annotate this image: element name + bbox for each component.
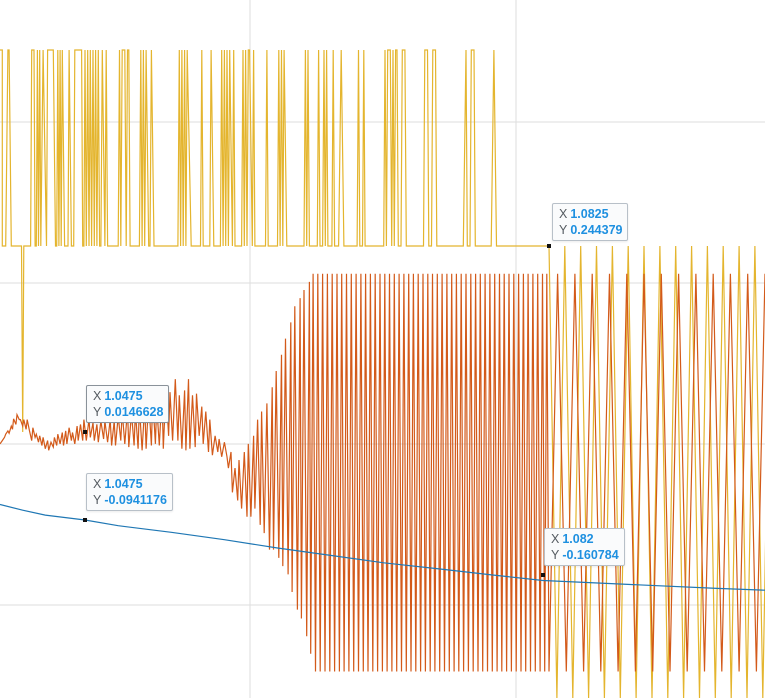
- tooltip-y-value: -0.160784: [562, 548, 619, 562]
- tooltip-x-key: X: [551, 532, 560, 546]
- tooltip-x-value: 1.0475: [104, 477, 143, 491]
- tooltip-x-value: 1.0825: [570, 207, 609, 221]
- tooltip-y-key: Y: [93, 493, 102, 507]
- marker-osc: [83, 430, 87, 434]
- series-layer: [0, 49, 765, 698]
- tooltip-x-key: X: [559, 207, 568, 221]
- tooltip-y-key: Y: [93, 405, 102, 419]
- tooltip-y-value: 0.244379: [570, 223, 623, 237]
- marker-layer: [83, 244, 551, 577]
- series-line-step: [0, 49, 765, 698]
- marker-decl-left: [83, 518, 87, 522]
- tooltip-y-key: Y: [559, 223, 568, 237]
- marker-decl-right: [541, 573, 545, 577]
- tooltip-x-key: X: [93, 389, 102, 403]
- tooltip-x-value: 1.0475: [104, 389, 143, 403]
- series-line-oscillating: [0, 273, 765, 672]
- tooltip-step-high: X 1.0825 Y 0.244379: [552, 203, 629, 241]
- tooltip-oscillating: X 1.0475 Y 0.0146628: [86, 385, 170, 423]
- series-line-declining: [0, 503, 765, 591]
- tooltip-y-value: 0.0146628: [104, 405, 164, 419]
- tooltip-x-value: 1.082: [562, 532, 594, 546]
- tooltip-x-key: X: [93, 477, 102, 491]
- tooltip-y-value: -0.0941176: [104, 493, 167, 507]
- tooltip-declining-left: X 1.0475 Y -0.0941176: [86, 473, 173, 511]
- tooltip-y-key: Y: [551, 548, 560, 562]
- marker-step: [547, 244, 551, 248]
- tooltip-declining-right: X 1.082 Y -0.160784: [544, 528, 625, 566]
